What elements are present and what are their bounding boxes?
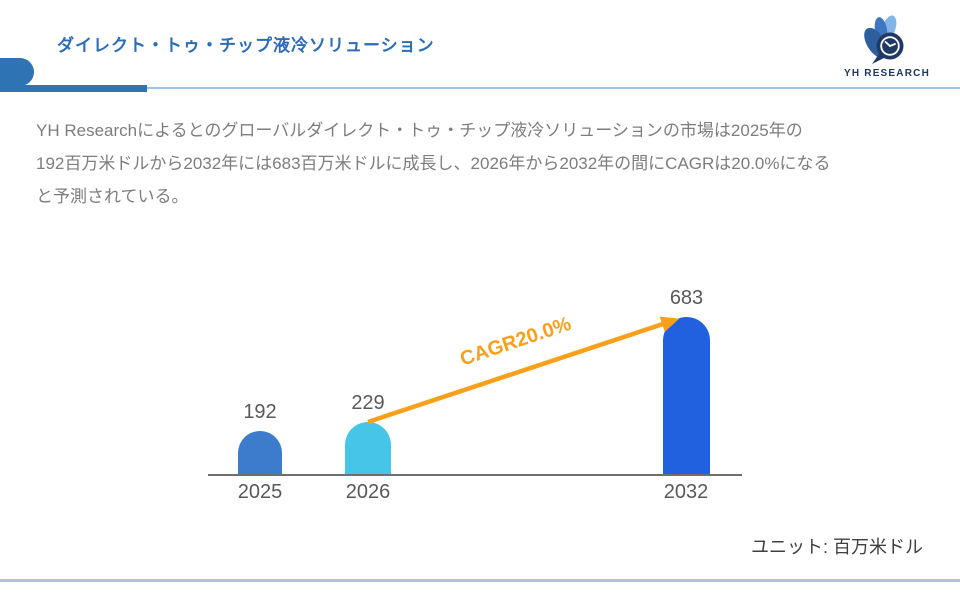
bar-group-2026: 229 [345,392,391,475]
unit-label: ユニット: 百万米ドル [750,537,923,557]
bar-2025 [238,431,282,475]
x-axis-line [208,474,742,476]
bar-value-2032: 683 [669,287,704,309]
logo-text: YH RESEARCH [844,68,930,79]
bar-group-2032: 683 [663,287,710,475]
header-accent-block [0,58,34,86]
summary-line-2: 192百万米ドルから2032年には683百万米ドルに成長し、2026年から203… [36,154,831,173]
x-axis-label-2026: 2026 [345,481,391,503]
footer-rule [0,579,960,582]
bar-2032 [663,317,710,475]
page-title: ダイレクト・トゥ・チップ液冷ソリューション [57,36,435,55]
logo-mark-icon [864,15,904,64]
summary-line-1: YH Researchによるとのグローバルダイレクト・トゥ・チップ液冷ソリューシ… [36,121,803,140]
bar-group-2025: 192 [238,401,282,475]
header-rule [147,87,960,89]
x-axis-label-2025: 2025 [237,481,283,503]
bar-value-2025: 192 [243,401,277,423]
market-summary-text: YH Researchによるとのグローバルダイレクト・トゥ・チップ液冷ソリューシ… [36,114,936,213]
cagr-annotation: CAGR20.0% [457,312,574,371]
x-axis-label-2032: 2032 [663,481,709,503]
bar-value-2026: 229 [351,392,385,414]
header-thick-rule [0,85,147,92]
summary-line-3: と予測されている。 [36,187,189,206]
bar-2026 [345,422,391,475]
yh-research-logo: YH RESEARCH [843,15,931,79]
